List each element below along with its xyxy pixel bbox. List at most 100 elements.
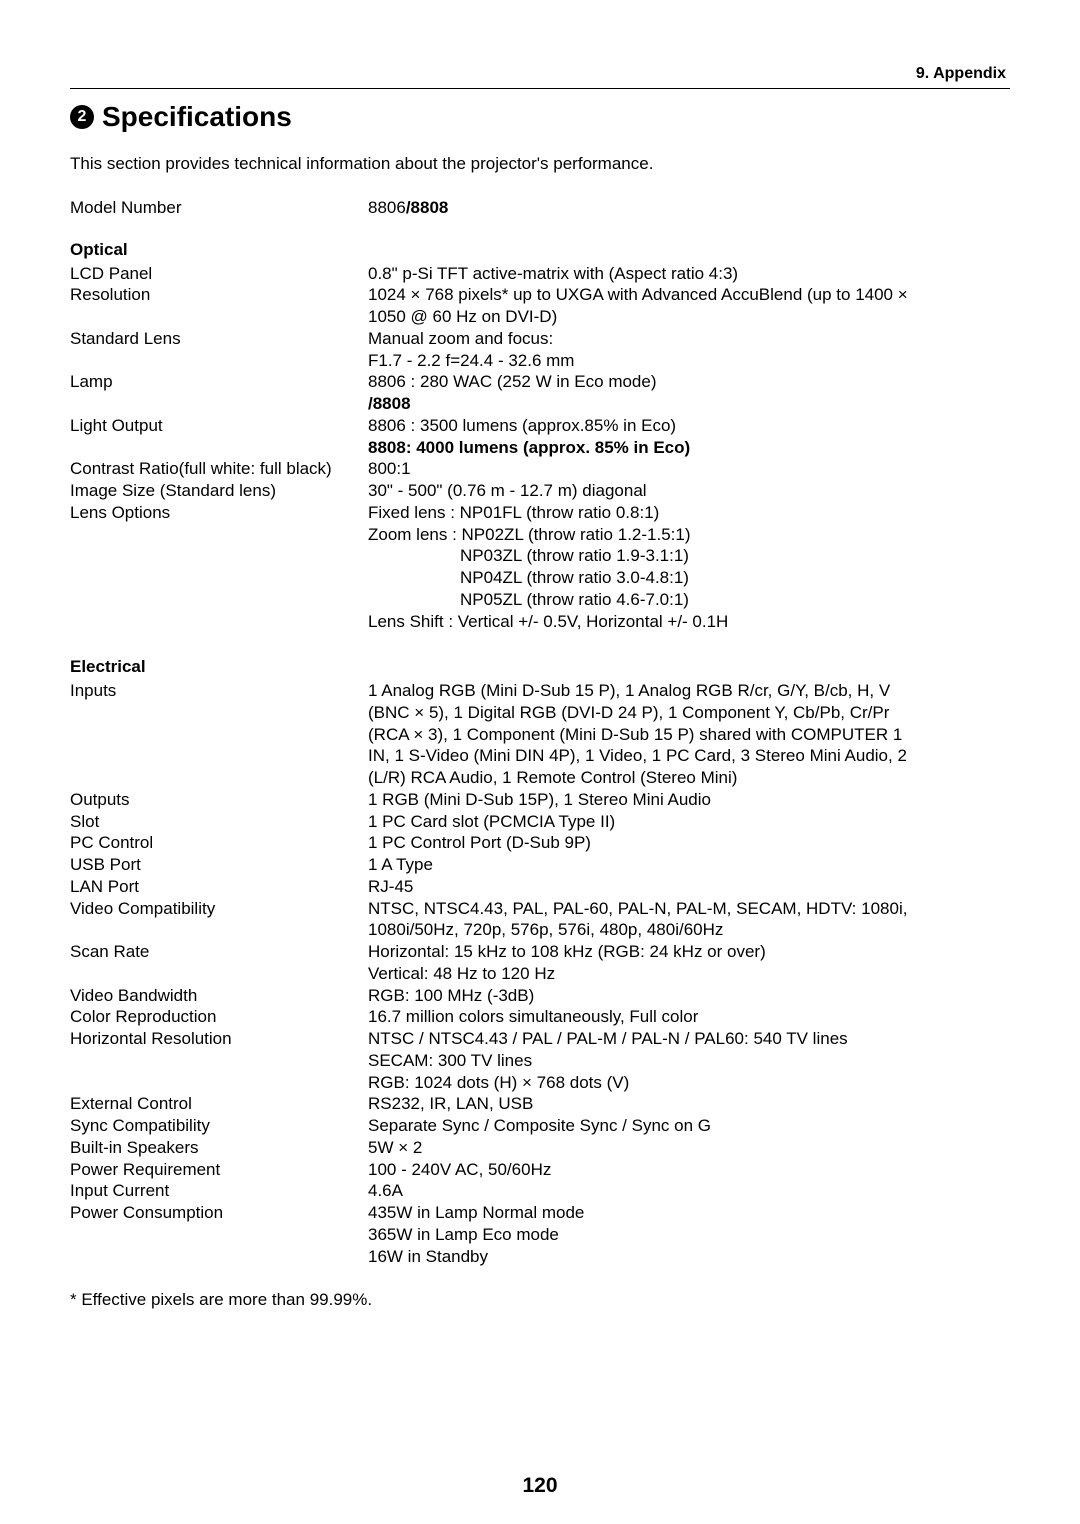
lopt-l5: NP05ZL (throw ratio 4.6-7.0:1) (368, 590, 689, 609)
value-light: 8806 : 3500 lumens (approx.85% in Eco) 8… (368, 415, 1010, 459)
value-sync: Separate Sync / Composite Sync / Sync on… (368, 1115, 1010, 1137)
in-l4: IN, 1 S-Video (Mini DIN 4P), 1 Video, 1 … (368, 746, 907, 765)
row-imgsize: Image Size (Standard lens) 30" - 500" (0… (70, 480, 1010, 502)
spk-b: 2 (408, 1138, 422, 1157)
row-stdlens: Standard Lens Manual zoom and focus: F1.… (70, 328, 1010, 372)
label-inputs: Inputs (70, 680, 368, 789)
hres-l2: SECAM: 300 TV lines (368, 1051, 532, 1070)
heading-electrical: Electrical (70, 656, 1010, 678)
row-pwr: Power Requirement 100 - 240V AC, 50/60Hz (70, 1159, 1010, 1181)
value-lan: RJ-45 (368, 876, 1010, 898)
label-stdlens: Standard Lens (70, 328, 368, 372)
section-number-icon: 2 (70, 105, 94, 129)
times-icon-4: × (413, 725, 423, 744)
value-vbw: RGB: 100 MHz (-3dB) (368, 985, 1010, 1007)
label-ext: External Control (70, 1093, 368, 1115)
value-scan: Horizontal: 15 kHz to 108 kHz (RGB: 24 k… (368, 941, 1010, 985)
row-lamp: Lamp 8806 : 280 WAC (252 W in Eco mode) … (70, 371, 1010, 415)
value-contrast: 800:1 (368, 458, 1010, 480)
label-pcc: PC Control (70, 832, 368, 854)
vcomp-l2: 1080i/50Hz, 720p, 576p, 576i, 480p, 480i… (368, 920, 723, 939)
lamp-l1: 8806 : 280 WAC (252 W in Eco mode) (368, 372, 657, 391)
times-icon-6: × (398, 1138, 408, 1157)
label-scan: Scan Rate (70, 941, 368, 985)
row-cur: Input Current 4.6A (70, 1180, 1010, 1202)
page-title: Specifications (102, 99, 292, 135)
in-l2b: 5), 1 Digital RGB (DVI-D 24 P), 1 Compon… (424, 703, 889, 722)
label-color: Color Reproduction (70, 1006, 368, 1028)
value-lamp: 8806 : 280 WAC (252 W in Eco mode) /8808 (368, 371, 1010, 415)
model-a: 8806 (368, 198, 406, 217)
row-lensopt: Lens Options Fixed lens : NP01FL (throw … (70, 502, 1010, 633)
lens-l1: Manual zoom and focus: (368, 329, 553, 348)
row-scan: Scan Rate Horizontal: 15 kHz to 108 kHz … (70, 941, 1010, 985)
value-pcons: 435W in Lamp Normal mode 365W in Lamp Ec… (368, 1202, 1010, 1267)
value-hres: NTSC / NTSC4.43 / PAL / PAL-M / PAL-N / … (368, 1028, 1010, 1093)
row-sync: Sync Compatibility Separate Sync / Compo… (70, 1115, 1010, 1137)
value-lensopt: Fixed lens : NP01FL (throw ratio 0.8:1) … (368, 502, 1010, 633)
header-rule (70, 88, 1010, 89)
scan-l2: Vertical: 48 Hz to 120 Hz (368, 964, 555, 983)
lopt-l2: Zoom lens : NP02ZL (throw ratio 1.2-1.5:… (368, 525, 691, 544)
value-cur: 4.6A (368, 1180, 1010, 1202)
value-model: 8806/8808 (368, 197, 1010, 219)
row-lan: LAN Port RJ-45 (70, 876, 1010, 898)
label-model: Model Number (70, 197, 368, 219)
row-vcomp: Video Compatibility NTSC, NTSC4.43, PAL,… (70, 898, 1010, 942)
value-stdlens: Manual zoom and focus: F1.7 - 2.2 f=24.4… (368, 328, 1010, 372)
row-slot: Slot 1 PC Card slot (PCMCIA Type II) (70, 811, 1010, 833)
value-outputs: 1 RGB (Mini D-Sub 15P), 1 Stereo Mini Au… (368, 789, 1010, 811)
value-imgsize: 30" - 500" (0.76 m - 12.7 m) diagonal (368, 480, 1010, 502)
chapter-header: 9. Appendix (70, 64, 1010, 84)
label-vbw: Video Bandwidth (70, 985, 368, 1007)
row-color: Color Reproduction 16.7 million colors s… (70, 1006, 1010, 1028)
model-b: /8808 (406, 198, 449, 217)
row-model: Model Number 8806/8808 (70, 197, 1010, 219)
title-row: 2 Specifications (70, 99, 1010, 135)
times-icon-5: × (522, 1073, 532, 1092)
label-sync: Sync Compatibility (70, 1115, 368, 1137)
value-color: 16.7 million colors simultaneously, Full… (368, 1006, 1010, 1028)
label-outputs: Outputs (70, 789, 368, 811)
vcomp-l1: NTSC, NTSC4.43, PAL, PAL-60, PAL-N, PAL-… (368, 899, 907, 918)
value-resolution: 1024 × 768 pixels* up to UXGA with Advan… (368, 284, 1010, 328)
label-lensopt: Lens Options (70, 502, 368, 633)
footnote: * Effective pixels are more than 99.99%. (70, 1289, 1010, 1311)
lens-l2: F1.7 - 2.2 f=24.4 - 32.6 mm (368, 351, 574, 370)
value-ext: RS232, IR, LAN, USB (368, 1093, 1010, 1115)
label-spk: Built-in Speakers (70, 1137, 368, 1159)
lopt-l4: NP04ZL (throw ratio 3.0-4.8:1) (368, 568, 689, 587)
res-1a: 1024 (368, 285, 411, 304)
row-outputs: Outputs 1 RGB (Mini D-Sub 15P), 1 Stereo… (70, 789, 1010, 811)
row-light: Light Output 8806 : 3500 lumens (approx.… (70, 415, 1010, 459)
value-slot: 1 PC Card slot (PCMCIA Type II) (368, 811, 1010, 833)
hres-l3b: 768 dots (V) (532, 1073, 629, 1092)
lamp-l2: /8808 (368, 394, 411, 413)
value-pcc: 1 PC Control Port (D-Sub 9P) (368, 832, 1010, 854)
row-resolution: Resolution 1024 × 768 pixels* up to UXGA… (70, 284, 1010, 328)
value-pwr: 100 - 240V AC, 50/60Hz (368, 1159, 1010, 1181)
label-pcons: Power Consumption (70, 1202, 368, 1267)
row-inputs: Inputs 1 Analog RGB (Mini D-Sub 15 P), 1… (70, 680, 1010, 789)
in-l3b: 3), 1 Component (Mini D-Sub 15 P) shared… (423, 725, 902, 744)
pcons-l3: 16W in Standby (368, 1247, 488, 1266)
label-pwr: Power Requirement (70, 1159, 368, 1181)
row-hres: Horizontal Resolution NTSC / NTSC4.43 / … (70, 1028, 1010, 1093)
res-2: 1050 @ 60 Hz on DVI-D) (368, 307, 557, 326)
label-resolution: Resolution (70, 284, 368, 328)
hres-l3a: RGB: 1024 dots (H) (368, 1073, 522, 1092)
value-spk: 5W × 2 (368, 1137, 1010, 1159)
row-lcd: LCD Panel 0.8" p-Si TFT active-matrix wi… (70, 263, 1010, 285)
in-l2a: (BNC (368, 703, 414, 722)
label-contrast: Contrast Ratio(full white: full black) (70, 458, 368, 480)
label-slot: Slot (70, 811, 368, 833)
lopt-l6: Lens Shift : Vertical +/- 0.5V, Horizont… (368, 612, 728, 631)
pcons-l1: 435W in Lamp Normal mode (368, 1203, 584, 1222)
row-contrast: Contrast Ratio(full white: full black) 8… (70, 458, 1010, 480)
label-lcd: LCD Panel (70, 263, 368, 285)
pcons-l2: 365W in Lamp Eco mode (368, 1225, 559, 1244)
label-cur: Input Current (70, 1180, 368, 1202)
value-vcomp: NTSC, NTSC4.43, PAL, PAL-60, PAL-N, PAL-… (368, 898, 1010, 942)
value-usb: 1 A Type (368, 854, 1010, 876)
row-pcons: Power Consumption 435W in Lamp Normal mo… (70, 1202, 1010, 1267)
